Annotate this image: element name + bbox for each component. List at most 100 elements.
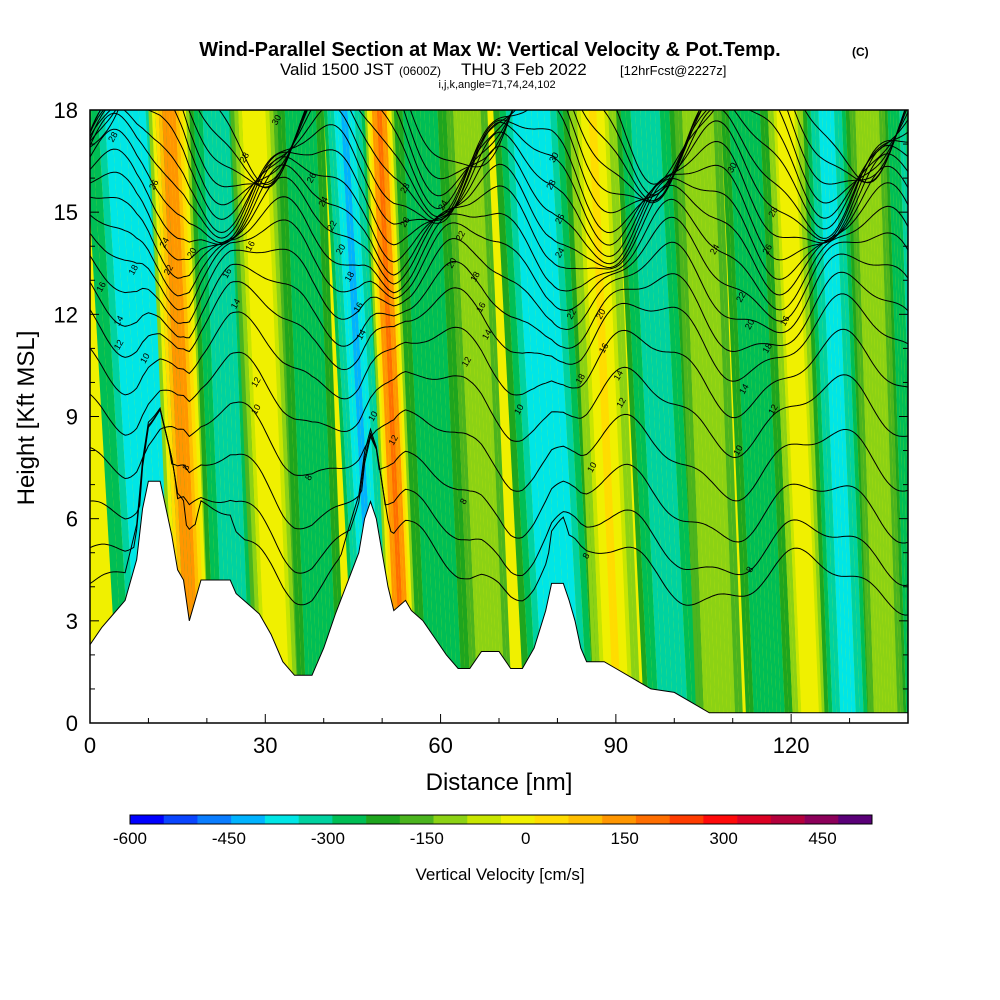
- velocity-band-cell: [460, 110, 489, 723]
- velocity-band-cell: [512, 110, 550, 723]
- theta-contour-line: [90, 238, 908, 334]
- velocity-band-cell: [193, 110, 221, 723]
- velocity-band-cell: [849, 110, 872, 723]
- velocity-band-cell: [635, 110, 669, 723]
- velocity-band-cell: [654, 110, 689, 723]
- chart-subtitle: Valid 1500 JST (0600Z) THU 3 Feb 2022 [1…: [280, 60, 726, 79]
- velocity-band-cell: [788, 110, 817, 723]
- velocity-band-cell: [257, 110, 287, 723]
- contour-label: 12: [249, 375, 263, 389]
- contour-label: 30: [725, 161, 739, 175]
- velocity-band-cell: [797, 110, 826, 723]
- contour-label: 22: [734, 290, 748, 304]
- colorbar-swatch: [264, 815, 299, 824]
- velocity-band-cell: [810, 110, 837, 723]
- velocity-band-cell: [841, 110, 868, 723]
- contour-label: 10: [585, 460, 599, 474]
- contour-label: 10: [138, 351, 152, 365]
- colorbar-frame: [129, 814, 873, 825]
- colorbar-tick-label: -150: [410, 829, 444, 848]
- velocity-band-cell: [189, 110, 216, 723]
- velocity-band-cell: [198, 110, 225, 723]
- velocity-band-cell: [779, 110, 808, 723]
- theta-contour-line: [90, 110, 906, 196]
- velocity-band-cell: [249, 110, 279, 723]
- velocity-band-cell: [837, 110, 864, 723]
- velocity-band-cell: [245, 110, 275, 723]
- velocity-band-cell: [899, 110, 908, 394]
- velocity-band-cell: [861, 110, 884, 723]
- velocity-band-cell: [625, 110, 659, 723]
- velocity-band-cell: [384, 110, 412, 723]
- contour-label: 10: [366, 409, 380, 423]
- velocity-band-cell: [701, 110, 728, 723]
- velocity-band-cell: [678, 110, 705, 723]
- contour-label: 18: [760, 341, 774, 355]
- velocity-band-cell: [748, 110, 778, 723]
- theta-contour-line: [90, 176, 908, 296]
- velocity-band-cell: [893, 110, 908, 584]
- velocity-band-cell: [890, 110, 908, 678]
- colorbar-tick-label: 0: [521, 829, 530, 848]
- x-tick-label: 90: [604, 733, 628, 758]
- contour-label: 22: [454, 229, 468, 243]
- velocity-band-cell: [887, 110, 908, 723]
- y-axis-label: Height [Kft MSL]: [13, 331, 40, 506]
- colorbar-swatch: [130, 815, 165, 824]
- terrain-shape: [90, 480, 908, 723]
- contour-label: 30: [547, 151, 561, 165]
- contour-label: 26: [147, 178, 161, 192]
- velocity-band-cell: [875, 110, 898, 723]
- x-tick-label: 120: [773, 733, 810, 758]
- theta-contour-line: [90, 401, 908, 502]
- potential-temperature-contours: [90, 110, 908, 616]
- velocity-band-cell: [826, 110, 853, 723]
- velocity-band-cell: [411, 110, 441, 723]
- velocity-band-cell: [505, 110, 544, 723]
- theta-contour-line: [90, 110, 908, 210]
- y-tick-label: 15: [54, 200, 78, 225]
- velocity-band-cell: [97, 110, 140, 723]
- velocity-band-cell: [381, 110, 410, 723]
- contour-label: 28: [398, 215, 412, 229]
- contour-label: 24: [436, 198, 450, 212]
- velocity-band-cell: [573, 110, 603, 723]
- contour-label: 20: [445, 256, 459, 270]
- subtitle-date: THU 3 Feb 2022: [461, 60, 587, 79]
- colorbar-tick-label: 450: [808, 829, 836, 848]
- theta-contour-line: [90, 406, 908, 616]
- velocity-band-cell: [705, 110, 732, 723]
- contour-label: 8: [580, 551, 591, 560]
- contour-label: 24: [553, 246, 567, 260]
- theta-contour-line: [90, 110, 908, 239]
- velocity-band-cell: [608, 110, 638, 723]
- contour-label: 16: [243, 239, 257, 253]
- theta-contour-line: [90, 260, 908, 353]
- colorbar-swatch: [467, 815, 502, 824]
- velocity-band-cell: [158, 110, 188, 723]
- x-tick-label: 0: [84, 733, 96, 758]
- contour-label: 26: [760, 242, 774, 256]
- velocity-band-cell: [470, 110, 499, 723]
- y-tick-label: 18: [54, 98, 78, 123]
- colorbar-swatch: [669, 815, 704, 824]
- contour-label: 18: [468, 270, 482, 284]
- contour-label: 22: [325, 219, 339, 233]
- velocity-band-cell: [172, 110, 201, 723]
- velocity-band-cell: [917, 110, 939, 723]
- velocity-band-cell: [645, 110, 679, 723]
- contour-label: 10: [249, 403, 263, 417]
- velocity-band-cell: [736, 110, 766, 723]
- velocity-band-cell: [308, 110, 335, 723]
- velocity-band-cell: [398, 110, 428, 723]
- colorbar-swatch: [231, 815, 266, 824]
- contour-label: 20: [743, 317, 757, 331]
- colorbar-tick-label: -300: [311, 829, 345, 848]
- contour-label: 14: [354, 328, 368, 342]
- title-copyright-mark: (C): [852, 45, 869, 59]
- contour-label: 14: [112, 314, 126, 328]
- contour-label: 14: [229, 297, 243, 311]
- colorbar-swatch: [703, 815, 738, 824]
- contour-label: 28: [544, 178, 558, 192]
- velocity-band-cell: [315, 110, 342, 723]
